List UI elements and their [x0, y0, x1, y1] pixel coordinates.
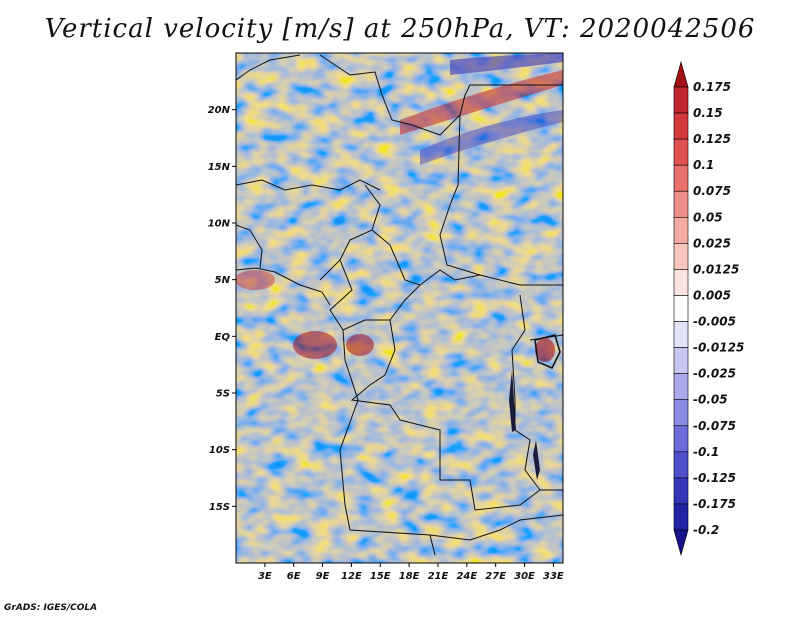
lat-tick-label: 20N — [208, 105, 231, 116]
lat-tick-label: 15N — [208, 162, 231, 173]
border-line — [236, 54, 301, 81]
colorbar-label: -0.005 — [693, 315, 736, 329]
descent-band — [420, 110, 563, 165]
lat-tick-label: EQ — [215, 332, 231, 343]
colorbar-label: -0.075 — [693, 419, 736, 433]
colorbar-bottom-arrow — [673, 529, 689, 557]
colorbar-label: 0.025 — [693, 236, 731, 250]
border-line — [339, 329, 436, 556]
colorbar-swatch — [673, 347, 689, 374]
coastline — [236, 267, 331, 306]
colorbar-swatch — [673, 190, 689, 218]
colorbar-swatch — [673, 216, 689, 244]
lon-tick-label: 24E — [456, 571, 477, 582]
lat-tick-label: 10N — [208, 219, 231, 230]
country-borders — [236, 54, 563, 556]
colorbar-label: 0.1 — [693, 158, 714, 172]
lon-tick-label: 3E — [258, 571, 272, 582]
colorbar-label: -0.125 — [693, 471, 736, 485]
convective-cell — [346, 334, 374, 356]
colorbar-label: 0.0125 — [693, 262, 739, 276]
colorbar-swatch — [673, 451, 689, 479]
lon-tick-label: 15E — [370, 571, 391, 582]
latitude-axis: 20N 15N 10N 5N EQ 5S 10S 15S — [208, 105, 236, 513]
longitude-axis: 3E 6E 9E 12E 15E 18E 21E 24E 27E 30E 33E — [258, 563, 564, 582]
colorbar-label: 0.075 — [693, 184, 731, 198]
colorbar-top-arrow — [673, 60, 689, 88]
border-line — [319, 54, 563, 136]
colorbar-swatch — [673, 269, 689, 296]
colorbar-swatch — [673, 164, 689, 192]
colorbar-label: -0.05 — [693, 393, 728, 407]
colorbar-label: 0.175 — [693, 80, 731, 94]
colorbar-swatch — [673, 243, 689, 270]
lat-tick-label: 5S — [216, 389, 230, 400]
colorbar-swatch — [673, 86, 689, 114]
lake-malawi — [533, 440, 540, 480]
colorbar-label: -0.0125 — [693, 341, 744, 355]
colorbar-swatch — [673, 425, 689, 453]
convective-cell — [236, 270, 275, 290]
descent-band — [450, 53, 563, 75]
lon-tick-label: 30E — [514, 571, 535, 582]
lon-tick-label: 18E — [399, 571, 420, 582]
lake-victoria — [534, 334, 561, 369]
ascent-band — [400, 70, 563, 135]
lon-tick-label: 27E — [485, 571, 506, 582]
colorbar-swatch — [673, 321, 689, 348]
lat-tick-label: 10S — [209, 445, 230, 456]
border-line — [350, 319, 401, 421]
colorbar-swatch — [673, 373, 689, 401]
colorbar-label: -0.025 — [693, 367, 736, 381]
colorbar-label: -0.175 — [693, 497, 736, 511]
lon-tick-label: 6E — [287, 571, 301, 582]
lon-tick-label: 12E — [341, 571, 362, 582]
colorbar-swatch — [673, 477, 689, 505]
grads-credit: GrADS: IGES/COLA — [4, 603, 98, 613]
colorbar-swatch — [673, 112, 689, 140]
lat-tick-label: 5N — [215, 275, 231, 286]
lon-tick-label: 33E — [543, 571, 564, 582]
lake-tanganyika — [509, 370, 516, 432]
colorbar: 0.175 0.15 0.125 0.1 0.075 0.05 0.025 0.0125 0.0… — [673, 60, 744, 557]
chart-title: Vertical velocity [m/s] at 250hPa, VT: 2… — [44, 14, 756, 44]
colorbar-swatch — [673, 138, 689, 166]
colorbar-label: 0.05 — [693, 210, 723, 224]
colorbar-label: 0.005 — [693, 288, 731, 302]
border-line — [439, 114, 563, 286]
border-line — [236, 179, 381, 191]
convective-cell — [535, 338, 555, 362]
colorbar-label: -0.1 — [693, 445, 719, 459]
border-line — [319, 184, 381, 281]
convective-cell — [293, 331, 337, 359]
lakes — [509, 334, 561, 480]
colorbar-swatch — [673, 399, 689, 427]
border-line — [329, 259, 421, 331]
lon-tick-label: 9E — [316, 571, 330, 582]
lat-tick-label: 15S — [209, 502, 230, 513]
colorbar-swatch — [673, 503, 689, 531]
border-line — [236, 224, 263, 269]
border-line — [399, 419, 563, 511]
colorbar-label: 0.125 — [693, 132, 731, 146]
colorbar-label: -0.2 — [693, 523, 719, 537]
lon-tick-label: 21E — [428, 571, 449, 582]
border-line — [429, 514, 563, 541]
map-frame — [235, 52, 564, 564]
colorbar-swatch — [673, 295, 689, 322]
colorbar-label: 0.15 — [693, 106, 723, 120]
